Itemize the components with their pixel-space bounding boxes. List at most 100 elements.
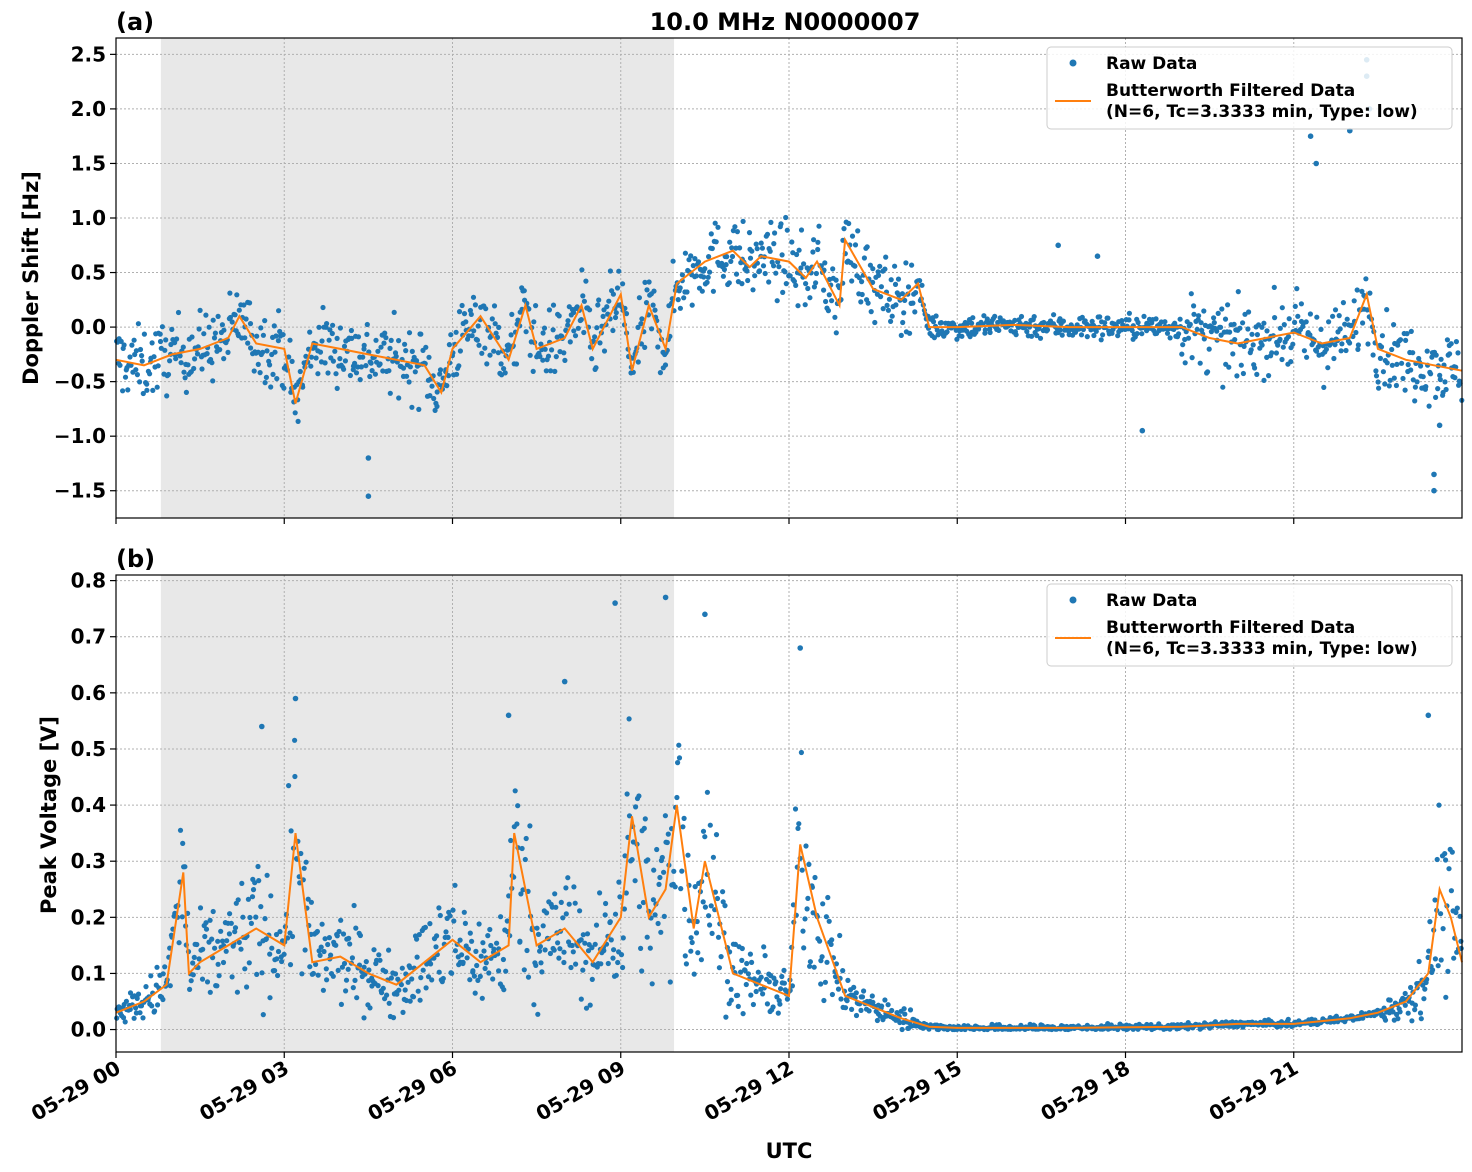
raw-data-point <box>578 317 584 323</box>
raw-data-point <box>823 298 829 305</box>
raw-data-point <box>1355 342 1361 348</box>
raw-data-point <box>638 321 644 327</box>
raw-data-point <box>706 254 712 260</box>
raw-data-point <box>766 979 772 985</box>
raw-data-point <box>422 924 428 931</box>
raw-data-point <box>1198 320 1204 326</box>
raw-data-point <box>437 912 443 919</box>
raw-data-point <box>446 342 452 348</box>
raw-data-point <box>1408 984 1414 991</box>
raw-data-point <box>1141 313 1147 319</box>
raw-data-point <box>557 946 563 952</box>
raw-data-point <box>313 961 319 968</box>
raw-data-point <box>1273 350 1279 356</box>
raw-data-point <box>893 302 899 308</box>
raw-data-point <box>396 987 402 993</box>
raw-data-point <box>681 815 687 822</box>
raw-data-point <box>1347 340 1353 346</box>
raw-data-point <box>1031 314 1037 320</box>
raw-data-point <box>630 369 636 375</box>
raw-data-point <box>859 279 865 285</box>
raw-data-point <box>571 884 577 890</box>
raw-data-point <box>472 302 478 308</box>
raw-data-point <box>279 958 285 965</box>
raw-data-point <box>886 296 893 302</box>
raw-data-point <box>605 960 611 967</box>
raw-data-point <box>899 1026 905 1033</box>
raw-data-point <box>196 326 202 332</box>
raw-data-point <box>930 319 937 325</box>
raw-data-point <box>593 365 599 371</box>
raw-data-point <box>281 951 287 957</box>
raw-data-point <box>533 303 539 309</box>
raw-data-point <box>795 825 801 832</box>
raw-data-point <box>738 969 744 975</box>
raw-data-point <box>571 309 577 316</box>
raw-data-point <box>870 999 876 1005</box>
raw-data-point <box>578 996 584 1002</box>
raw-data-point <box>440 975 446 982</box>
raw-data-point <box>258 325 264 331</box>
raw-data-point <box>214 983 220 989</box>
raw-data-point <box>544 910 550 916</box>
raw-data-point <box>347 372 353 379</box>
raw-data-point <box>259 970 265 976</box>
raw-data-point <box>718 954 724 960</box>
raw-data-point <box>620 935 626 941</box>
raw-data-point <box>1438 356 1444 362</box>
raw-data-point <box>227 911 233 917</box>
raw-data-point <box>708 903 714 909</box>
x-tick-label: 05-29 09 <box>532 1056 630 1126</box>
raw-data-point <box>838 996 844 1002</box>
raw-data-point <box>148 973 154 979</box>
raw-data-point <box>1435 386 1441 392</box>
raw-data-point <box>139 358 145 364</box>
raw-data-point <box>488 942 494 949</box>
raw-data-point <box>1423 384 1429 390</box>
raw-data-point <box>583 278 589 284</box>
raw-data-point <box>647 945 653 951</box>
raw-data-point <box>1078 332 1085 338</box>
raw-data-point <box>287 962 294 968</box>
raw-data-point <box>845 977 851 984</box>
raw-data-point <box>1301 348 1307 354</box>
raw-data-point <box>429 977 435 983</box>
panel-a-doppler: (a) −1.5 −1.0 −0.5 0.0 0.5 1.0 1.5 2.0 2.5 Doppl… <box>19 8 1465 524</box>
raw-data-point <box>723 1014 729 1020</box>
raw-data-point <box>515 803 521 809</box>
raw-data-point <box>493 330 499 336</box>
raw-data-point <box>123 998 129 1004</box>
raw-data-point <box>447 913 453 919</box>
raw-data-point <box>749 248 755 254</box>
raw-data-point <box>1313 348 1320 354</box>
raw-data-point <box>267 362 273 368</box>
raw-data-point <box>472 990 478 996</box>
raw-data-point <box>661 913 667 920</box>
raw-data-point <box>1403 337 1409 343</box>
raw-data-point <box>583 959 589 966</box>
raw-data-point <box>796 821 802 827</box>
raw-data-point <box>240 914 246 920</box>
raw-data-point <box>182 375 188 381</box>
raw-data-point <box>537 353 543 359</box>
raw-data-point <box>739 957 745 964</box>
raw-data-point <box>702 266 708 272</box>
raw-data-point <box>778 221 784 227</box>
raw-data-point <box>771 263 777 269</box>
raw-data-point <box>262 380 268 386</box>
raw-data-point <box>336 928 342 935</box>
raw-data-point <box>768 219 774 225</box>
raw-data-point <box>263 936 269 942</box>
raw-data-point <box>1314 314 1320 320</box>
raw-data-point <box>190 960 196 966</box>
raw-data-point <box>192 356 198 362</box>
raw-data-point <box>686 918 692 924</box>
raw-data-point <box>386 368 392 374</box>
raw-data-point <box>1180 342 1186 348</box>
y-axis-label: Peak Voltage [V] <box>37 716 61 914</box>
raw-data-point <box>415 988 421 994</box>
raw-data-point <box>328 952 334 958</box>
x-tick-label: 05-29 15 <box>868 1056 966 1126</box>
raw-data-point <box>250 887 257 893</box>
raw-data-point <box>426 354 432 360</box>
